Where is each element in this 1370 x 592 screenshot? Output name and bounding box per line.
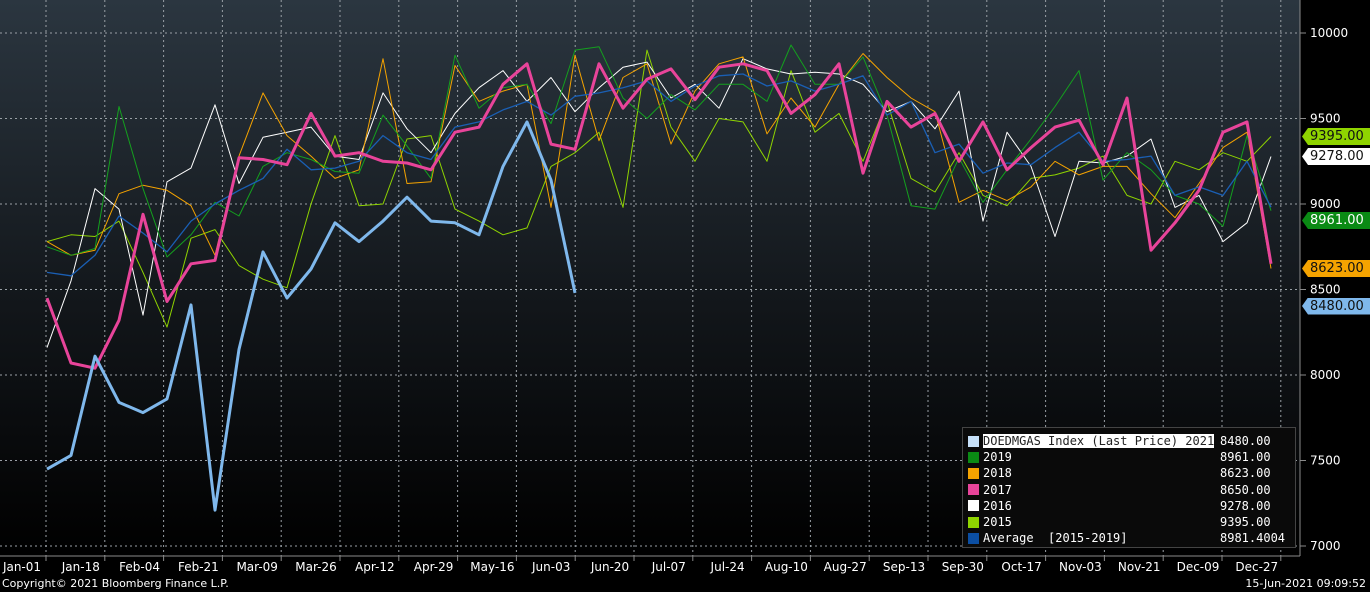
- last-value-tag: 9278.00: [1302, 147, 1370, 165]
- legend-label: 2015: [983, 515, 1012, 530]
- legend-item[interactable]: 2018 8623.00: [968, 465, 1290, 481]
- series-line-2018: [46, 53, 1272, 269]
- legend-swatch: [968, 467, 979, 479]
- legend-swatch: [968, 500, 979, 512]
- x-tick-label: Jun-20: [590, 560, 629, 574]
- y-tick-label: 8000: [1310, 368, 1341, 382]
- x-tick-label: Dec-27: [1235, 560, 1278, 574]
- last-value-tag: 8480.00: [1302, 297, 1370, 315]
- x-tick-label: Jan-18: [61, 560, 100, 574]
- legend-swatch: [968, 532, 979, 544]
- x-tick-label: Apr-12: [355, 560, 395, 574]
- legend-swatch: [968, 484, 979, 496]
- x-tick-label: Mar-09: [236, 560, 277, 574]
- last-value-tag: 8623.00: [1302, 259, 1370, 277]
- legend-value: 8480.00: [1220, 434, 1271, 449]
- last-value-tag: 8961.00: [1302, 212, 1370, 229]
- legend-label: 2019: [983, 450, 1012, 465]
- x-tick-label: Jul-24: [710, 560, 745, 574]
- y-tick-label: 9000: [1310, 197, 1341, 211]
- legend-item[interactable]: 2017 8650.00: [968, 482, 1290, 498]
- legend-swatch: [968, 435, 979, 447]
- legend-value: 8961.00: [1220, 450, 1271, 465]
- x-tick-label: Aug-27: [824, 560, 867, 574]
- timestamp-text: 15-Jun-2021 09:09:52: [1245, 577, 1366, 590]
- legend-value: 8981.4004: [1220, 531, 1286, 546]
- legend-item[interactable]: 2019 8961.00: [968, 449, 1290, 465]
- x-tick-label: Feb-21: [178, 560, 219, 574]
- series-line-2019: [46, 44, 1272, 258]
- x-tick-label: Aug-10: [765, 560, 808, 574]
- y-tick-label: 7500: [1310, 454, 1341, 468]
- y-tick-label: 8500: [1310, 283, 1341, 297]
- legend-label: 2018: [983, 466, 1012, 481]
- legend-item[interactable]: 2015 9395.00: [968, 514, 1290, 530]
- x-tick-label: Feb-04: [119, 560, 160, 574]
- x-tick-label: Sep-30: [942, 560, 984, 574]
- y-tick-label: 9500: [1310, 112, 1341, 126]
- series-line-2015: [46, 49, 1272, 328]
- copyright-text: Copyright© 2021 Bloomberg Finance L.P.: [2, 577, 229, 590]
- legend-value: 9395.00: [1220, 515, 1271, 530]
- x-tick-label: Nov-21: [1118, 560, 1161, 574]
- legend-item[interactable]: Average [2015-2019] 8981.4004: [968, 530, 1290, 546]
- series-line-average-2015-2019: [46, 73, 1272, 277]
- legend-label: 2017: [983, 482, 1012, 497]
- x-tick-label: Sep-13: [883, 560, 925, 574]
- x-tick-label: Oct-17: [1001, 560, 1041, 574]
- y-tick-label: 7000: [1310, 539, 1341, 553]
- x-tick-label: Jun-03: [531, 560, 570, 574]
- x-tick-label: Mar-26: [295, 560, 336, 574]
- x-tick-label: Jul-07: [651, 560, 686, 574]
- x-tick-label: Jan-01: [2, 560, 41, 574]
- legend-value: 9278.00: [1220, 498, 1271, 513]
- series-line-doedmgas-index-last-price-2021: [46, 120, 577, 512]
- series-line-2016: [46, 58, 1272, 348]
- legend-value: 8623.00: [1220, 466, 1271, 481]
- legend-label: Average [2015-2019]: [983, 531, 1128, 546]
- legend-label: 2016: [983, 498, 1012, 513]
- legend-swatch: [968, 516, 979, 528]
- legend-label: DOEDMGAS Index (Last Price) 2021: [983, 434, 1215, 449]
- legend-item[interactable]: DOEDMGAS Index (Last Price) 2021 8480.00: [968, 433, 1290, 449]
- x-tick-label: Apr-29: [414, 560, 454, 574]
- x-tick-label: Nov-03: [1059, 560, 1102, 574]
- legend-swatch: [968, 451, 979, 463]
- last-value-tag: 9395.00: [1302, 127, 1370, 145]
- legend-value: 8650.00: [1220, 482, 1271, 497]
- legend-item[interactable]: 2016 9278.00: [968, 498, 1290, 514]
- y-tick-label: 10000: [1310, 26, 1348, 40]
- series-line-2017: [45, 62, 1273, 370]
- x-tick-label: Dec-09: [1177, 560, 1220, 574]
- chart-legend: DOEDMGAS Index (Last Price) 2021 8480.00 2…: [962, 427, 1296, 548]
- x-tick-label: May-16: [470, 560, 514, 574]
